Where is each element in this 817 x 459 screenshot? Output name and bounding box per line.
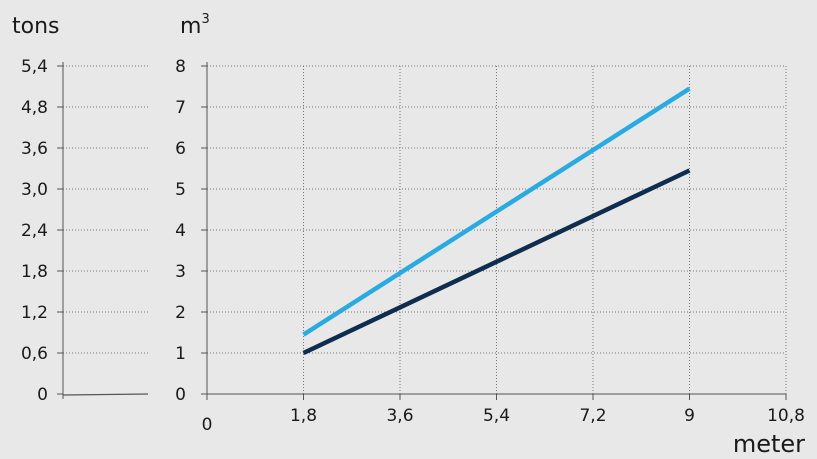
right-tick-label: 6 [175, 139, 186, 159]
x-tick-label: 10,8 [767, 406, 805, 426]
right-tick-label: 2 [175, 303, 186, 323]
main-gridlines [207, 65, 787, 394]
x-axis-title: meter [733, 430, 805, 458]
left-tick-label: 3,0 [21, 180, 48, 200]
right-axis-title-base: m [180, 14, 201, 39]
right-tick-label: 3 [175, 262, 186, 282]
x-axis-ticks: 0 1,8 3,6 5,4 7,2 9 10,8 [202, 394, 805, 435]
right-tick-label: 5 [175, 180, 186, 200]
left-tick-label: 1,2 [21, 303, 48, 323]
x-tick-label: 1,8 [290, 406, 317, 426]
left-x-axis-line [62, 393, 149, 396]
left-tick-label: 2,4 [21, 221, 48, 241]
right-axis-title-superscript: 3 [201, 12, 209, 27]
left-tick-label: 4,8 [21, 98, 48, 118]
x-tick-label: 7,2 [579, 406, 606, 426]
series-line-2 [302, 168, 691, 356]
x-tick-label: 0 [202, 415, 213, 435]
x-tick-label: 5,4 [483, 406, 510, 426]
right-tick-label: 7 [175, 98, 186, 118]
x-tick-label: 3,6 [386, 406, 413, 426]
left-tick-label: 3,6 [21, 139, 48, 159]
x-tick-label: 9 [684, 406, 695, 426]
right-axis-ticks: 0 1 2 3 4 5 6 7 8 [175, 57, 207, 405]
left-axis-gridlines [63, 65, 148, 354]
series-layer [302, 86, 691, 356]
right-tick-label: 4 [175, 221, 186, 241]
left-tick-label: 5,4 [21, 57, 48, 77]
left-tick-label: 1,8 [21, 262, 48, 282]
right-tick-label: 8 [175, 57, 186, 77]
right-tick-label: 1 [175, 344, 186, 364]
left-tick-label: 0,6 [21, 344, 48, 364]
left-tick-label: 0 [37, 385, 48, 405]
series-line-1 [302, 86, 691, 337]
right-tick-label: 0 [175, 385, 186, 405]
left-axis-ticks: 0 0,6 1,2 1,8 2,4 3,0 3,6 4,8 5,4 [21, 57, 63, 405]
right-axis-title: m3 [180, 12, 210, 39]
left-axis-title: tons [12, 14, 60, 39]
